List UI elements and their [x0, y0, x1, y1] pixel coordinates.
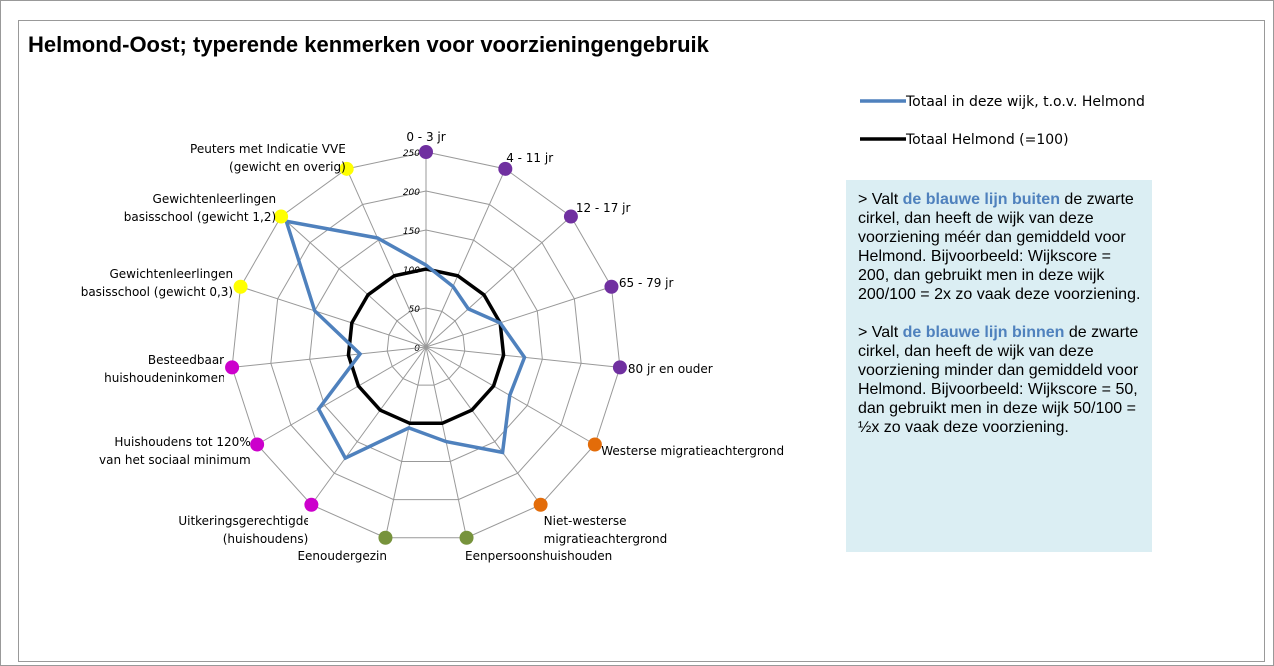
category-label-text: 0 - 3 jr — [406, 130, 446, 144]
category-label: Gewichtenleerlingen basisschool (gewicht… — [116, 188, 276, 228]
category-label-text: 65 - 79 jr — [618, 276, 674, 291]
category-label-box: 80 jr en ouder — [628, 349, 748, 389]
category-label-text: Peuters met Indicatie VVE (gewicht en ov… — [190, 141, 346, 174]
category-label-box: Gewichtenleerlingen basisschool (gewicht… — [116, 188, 276, 228]
category-label-box: Gewichtenleerlingen basisschool (gewicht… — [73, 263, 233, 303]
grid-ring — [270, 190, 582, 501]
category-dot — [250, 437, 265, 452]
category-label-box: Peuters met Indicatie VVE (gewicht en ov… — [176, 138, 346, 178]
category-label-text: Niet-westerse migratieachtergrond — [543, 514, 668, 547]
category-label-box: Westerse migratieachtergrond — [601, 431, 801, 471]
spoke — [256, 346, 427, 445]
r-tick-label: 0 — [414, 344, 420, 354]
spoke — [425, 168, 506, 348]
category-label-text: Uitkeringsgerechtigden (huishoudens) — [178, 514, 309, 547]
category-dot — [233, 279, 248, 294]
category-label-box: Huishoudens tot 120% van het sociaal min… — [91, 431, 251, 471]
category-label-box: 4 - 11 jr — [506, 138, 576, 178]
series-line — [346, 267, 506, 426]
category-label-text: Besteedbaar huishoudeninkomen — [104, 352, 225, 385]
spoke — [346, 168, 427, 348]
category-label-box: Uitkeringsgerechtigden (huishoudens) — [178, 512, 308, 552]
category-label: 65 - 79 jr — [619, 263, 689, 303]
category-label-text: Eenpersoonshuishouden — [465, 549, 613, 564]
category-dot — [378, 530, 393, 545]
category-label-text: Huishoudens tot 120% van het sociaal min… — [99, 434, 251, 467]
spoke — [232, 346, 427, 368]
category-label: Westerse migratieachtergrond — [601, 431, 801, 471]
legend-label: Totaal Helmond (=100) — [905, 132, 1069, 148]
spoke — [425, 216, 572, 348]
note-text: de zwarte cirkel, dan heeft de wijk van … — [858, 191, 1141, 303]
category-label-text: Gewichtenleerlingen basisschool (gewicht… — [80, 267, 234, 300]
category-label-box: Eenpersoonshuishouden — [465, 547, 635, 587]
spoke — [384, 346, 427, 538]
category-dot — [533, 497, 548, 512]
r-tick-label: 50 — [409, 305, 421, 315]
spoke — [425, 286, 612, 348]
category-label: Besteedbaar huishoudeninkomen — [104, 349, 224, 389]
category-dot — [604, 279, 619, 294]
category-label: Huishoudens tot 120% van het sociaal min… — [91, 431, 251, 471]
category-label: Eenoudergezin — [287, 547, 387, 587]
category-label-text: 80 jr en ouder — [627, 361, 713, 376]
spoke — [280, 216, 427, 348]
category-label-box: 65 - 79 jr — [619, 263, 689, 303]
category-dot — [563, 209, 578, 224]
category-dot — [612, 360, 627, 375]
category-dot — [304, 497, 319, 512]
category-label-text: Gewichtenleerlingen basisschool (gewicht… — [123, 192, 277, 225]
note-emphasis: de blauwe lijn binnen — [902, 324, 1065, 341]
series-line — [283, 218, 527, 461]
chart-title: Helmond-Oost; typerende kenmerken voor v… — [28, 32, 709, 57]
legend-label: Totaal in deze wijk, t.o.v. Helmond — [905, 94, 1145, 110]
spoke — [310, 346, 427, 506]
note-text: de zwarte cirkel, dan heeft de wijk van … — [858, 324, 1139, 436]
category-label-text: 12 - 17 jr — [575, 201, 631, 216]
category-dot — [459, 530, 474, 545]
note-text: > Valt — [858, 324, 903, 341]
r-tick-label: 150 — [403, 227, 420, 237]
r-tick-label: 250 — [403, 149, 420, 159]
category-dot — [498, 161, 513, 176]
category-label-box: Besteedbaar huishoudeninkomen — [104, 349, 224, 389]
note-box: > Valt de blauwe lijn buiten de zwarte c… — [846, 180, 1152, 552]
spoke — [425, 346, 542, 506]
category-dot — [587, 437, 602, 452]
category-label: 80 jr en ouder — [628, 349, 748, 389]
note-emphasis: de blauwe lijn buiten — [902, 191, 1060, 208]
note-paragraph: > Valt de blauwe lijn binnen de zwarte c… — [858, 323, 1142, 437]
grid-ring — [309, 229, 543, 462]
category-dot — [274, 209, 289, 224]
grid-ring — [386, 307, 466, 386]
spoke — [240, 286, 427, 348]
category-dot — [225, 360, 240, 375]
category-dot — [419, 145, 433, 159]
category-label-text: Westerse migratieachtergrond — [601, 443, 785, 458]
category-label-box: 12 - 17 jr — [576, 188, 646, 228]
category-label: Eenpersoonshuishouden — [465, 547, 635, 587]
category-label-text: Eenoudergezin — [297, 549, 387, 564]
category-label: 12 - 17 jr — [576, 188, 646, 228]
r-tick-label: 200 — [403, 188, 420, 198]
category-dot — [339, 161, 354, 176]
category-label: 0 - 3 jr — [391, 106, 461, 146]
grid-ring — [231, 151, 621, 539]
note-paragraph: > Valt de blauwe lijn buiten de zwarte c… — [858, 190, 1142, 304]
category-label: 4 - 11 jr — [506, 138, 576, 178]
note-text: > Valt — [858, 191, 903, 208]
category-label-box: Eenoudergezin — [287, 547, 387, 587]
category-label: Peuters met Indicatie VVE (gewicht en ov… — [176, 138, 346, 178]
category-label-text: 4 - 11 jr — [506, 150, 554, 165]
category-label-box: 0 - 3 jr — [391, 106, 461, 146]
category-label: Uitkeringsgerechtigden (huishoudens) — [178, 512, 308, 552]
category-label-box: Niet-westerse migratieachtergrond — [544, 512, 694, 552]
category-label: Gewichtenleerlingen basisschool (gewicht… — [73, 263, 233, 303]
category-label: Niet-westerse migratieachtergrond — [544, 512, 694, 552]
